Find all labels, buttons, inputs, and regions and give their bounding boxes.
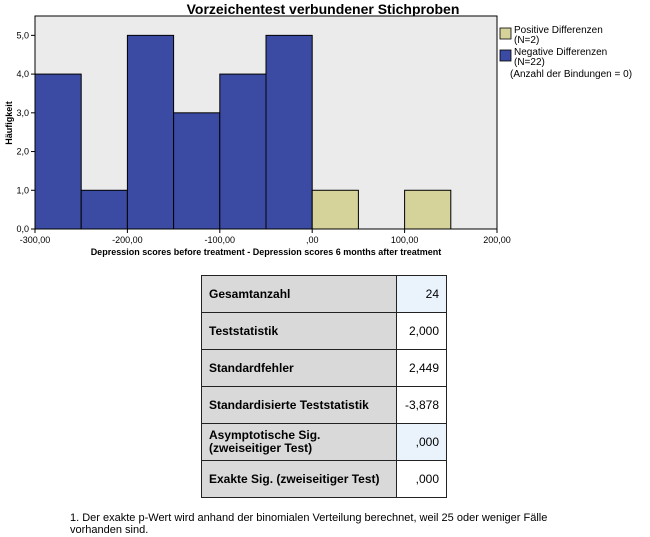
x-tick-label: -200,00 [112, 235, 143, 245]
x-tick-label: 200,00 [483, 235, 511, 245]
legend-swatch-positive [499, 27, 512, 40]
row-value: ,000 [396, 460, 447, 498]
table-row: Standardfehler 2,449 [201, 349, 447, 387]
legend-label-negative: Negative Differenzen [514, 47, 607, 58]
x-tick-label: -300,00 [20, 235, 51, 245]
bar-negative-5 [265, 34, 313, 230]
row-label: Exakte Sig. (zweiseitiger Test) [201, 460, 397, 498]
bars-group [34, 34, 452, 230]
footnote: 1. Der exakte p-Wert wird anhand der bin… [70, 512, 548, 536]
x-axis-label: Depression scores before treatment - Dep… [91, 247, 442, 257]
y-tick-label: 3,0 [16, 108, 29, 118]
row-label: Asymptotische Sig. (zweiseitiger Test) [201, 423, 397, 461]
row-value: 24 [396, 275, 447, 313]
y-tick-label: 0,0 [16, 224, 29, 234]
chart-title: Vorzeichentest verbundener Stichproben [187, 1, 460, 17]
row-label: Teststatistik [201, 312, 397, 350]
y-tick-label: 5,0 [16, 30, 29, 40]
table-row: Asymptotische Sig. (zweiseitiger Test) ,00… [201, 423, 447, 461]
y-axis-label: Häufigkeit [4, 101, 14, 145]
legend-label-positive: Positive Differenzen [514, 25, 603, 36]
bar-negative-1 [80, 189, 128, 230]
legend-ties-note: (Anzahl der Bindungen = 0) [510, 69, 632, 80]
x-tick-label: -100,00 [205, 235, 236, 245]
y-tick-label: 1,0 [16, 185, 29, 195]
legend-count-positive: (N=2) [514, 35, 539, 46]
row-label: Gesamtanzahl [201, 275, 397, 313]
table-row: Gesamtanzahl 24 [201, 275, 447, 313]
row-value: -3,878 [396, 386, 447, 424]
table-row: Teststatistik 2,000 [201, 312, 447, 350]
bar-positive-0 [311, 189, 359, 230]
row-value: ,000 [396, 423, 447, 461]
bar-negative-2 [126, 34, 175, 230]
legend: Positive Differenzen (N=2) Negative Diff… [499, 25, 632, 80]
test-summary-table: Gesamtanzahl 24 Teststatistik 2,000 Standard… [201, 275, 447, 498]
y-axis-ticks: 0,0 1,0 2,0 3,0 4,0 5,0 [16, 30, 35, 234]
row-label: Standardfehler [201, 349, 397, 387]
x-axis-ticks: -300,00 -200,00 -100,00 ,00 100,00 200,00 [20, 229, 511, 245]
x-tick-label: 100,00 [391, 235, 419, 245]
legend-swatch-negative [499, 49, 512, 62]
table-row: Exakte Sig. (zweiseitiger Test) ,000 [201, 460, 447, 498]
y-tick-label: 4,0 [16, 69, 29, 79]
x-tick-label: ,00 [306, 235, 319, 245]
histogram-chart: Vorzeichentest verbundener Stichproben -… [4, 1, 632, 257]
y-tick-label: 2,0 [16, 147, 29, 157]
row-label: Standardisierte Teststatistik [201, 386, 397, 424]
bar-negative-4 [219, 73, 267, 230]
bar-positive-1 [404, 189, 452, 230]
legend-count-negative: (N=22) [514, 57, 545, 68]
table-row: Standardisierte Teststatistik -3,878 [201, 386, 447, 424]
row-value: 2,000 [396, 312, 447, 350]
row-value: 2,449 [396, 349, 447, 387]
bar-negative-0 [34, 73, 82, 230]
bar-negative-3 [173, 112, 221, 230]
